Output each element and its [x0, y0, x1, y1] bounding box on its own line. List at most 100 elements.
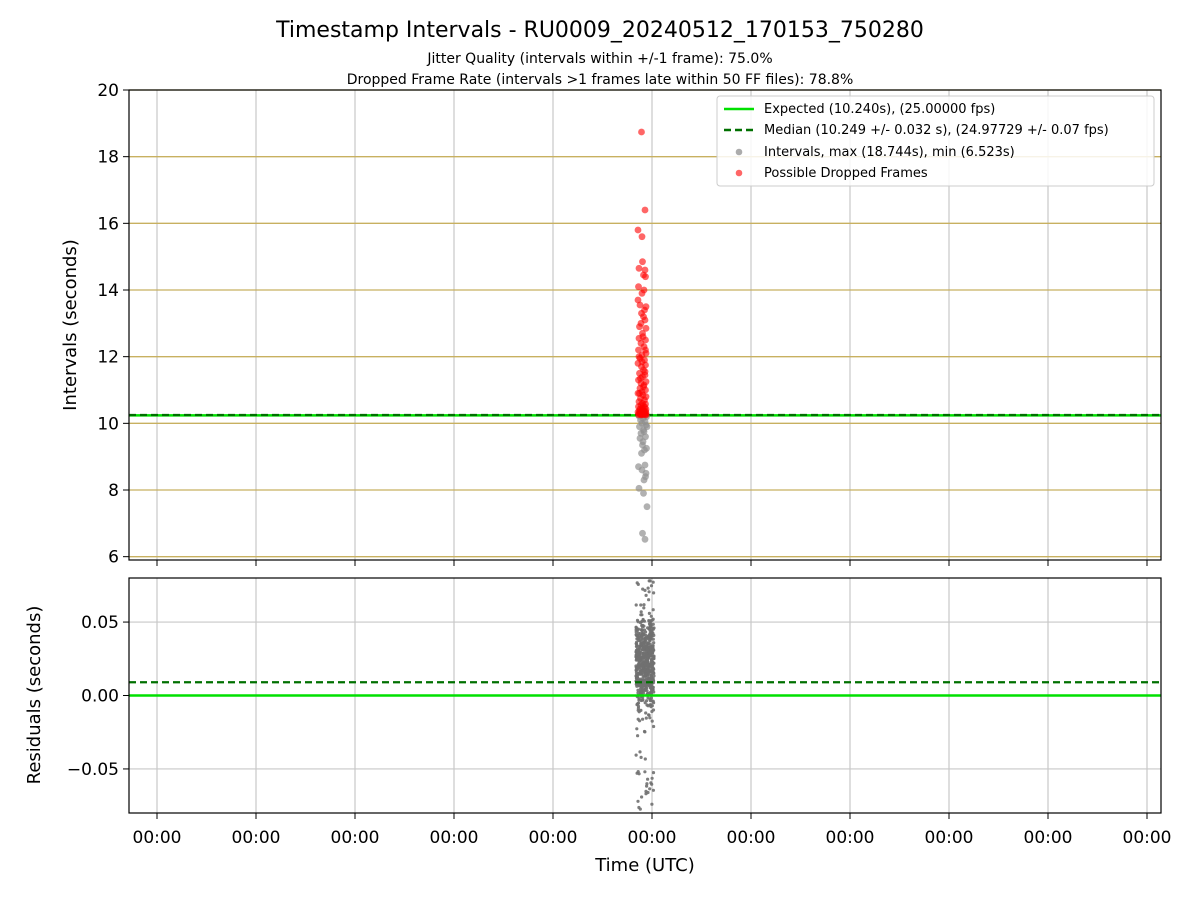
- residual-point-269: [642, 606, 646, 610]
- dropped-point-8: [642, 273, 649, 281]
- residual-point-601: [644, 789, 648, 794]
- residual-point-492: [646, 641, 651, 645]
- intervals-y-tick-label-0: 6: [108, 548, 119, 568]
- intervals-y-tick-label-7: 20: [97, 81, 119, 101]
- residual-point-592: [651, 788, 656, 792]
- legend-box: [716, 95, 1155, 187]
- residual-point-594: [639, 613, 643, 617]
- residual-point-577: [636, 620, 640, 624]
- residual-point-522: [642, 678, 646, 682]
- residual-point-196: [644, 716, 648, 720]
- residual-point-523: [651, 646, 655, 650]
- residual-point-532: [646, 636, 650, 640]
- residual-point-511: [645, 644, 649, 648]
- x-tick-label-8: 00:00: [925, 828, 974, 848]
- residual-point-612: [644, 792, 648, 796]
- residual-point-642: [649, 624, 653, 628]
- residuals-y-tick-label-2: 0.05: [81, 613, 119, 633]
- residual-point-599: [651, 771, 656, 775]
- dropped-point-0: [638, 128, 645, 136]
- residual-point-581: [649, 584, 654, 588]
- residual-point-538: [652, 690, 656, 694]
- residual-point-468: [650, 699, 654, 703]
- dropped-point-89: [641, 306, 648, 314]
- legend-dropped-label: Possible Dropped Frames: [764, 166, 928, 181]
- dropped-point-88: [637, 319, 645, 327]
- residual-point-101: [651, 637, 655, 641]
- dropped-point-9: [635, 283, 642, 291]
- residuals-panel: −0.05 0.00 0.05 00:00 00:00 00:00 00:00 00:00 00…: [67, 577, 1172, 848]
- residual-point-290: [634, 625, 638, 629]
- residual-point-591: [650, 776, 654, 780]
- residual-point-289: [645, 689, 649, 693]
- residual-point-253: [641, 696, 645, 700]
- x-tick-label-5: 00:00: [628, 828, 677, 848]
- residual-point-629: [640, 690, 644, 694]
- residual-point-569: [635, 652, 639, 656]
- dropped-point-19: [642, 324, 650, 332]
- x-tick-label-6: 00:00: [727, 828, 776, 848]
- residual-point-605: [647, 598, 651, 602]
- residual-point-645: [638, 750, 642, 754]
- dropped-point-2: [634, 226, 642, 234]
- dropped-point-5: [635, 264, 643, 272]
- residual-point-598: [647, 590, 651, 594]
- x-tick-label-4: 00:00: [529, 828, 578, 848]
- residual-point-493: [640, 647, 645, 652]
- residual-point-449: [648, 628, 652, 632]
- residual-point-327: [647, 611, 652, 616]
- dropped-point-3: [638, 233, 646, 241]
- intervals-panel: 6 8 10 12 14 16 18 20: [97, 81, 1162, 568]
- interval-point-9: [640, 476, 648, 484]
- residual-point-558: [643, 662, 647, 666]
- residual-point-555: [642, 654, 646, 658]
- residual-point-148: [634, 603, 638, 607]
- residual-point-514: [652, 633, 656, 638]
- residual-point-507: [649, 635, 653, 639]
- dropped-point-79: [642, 411, 650, 419]
- residual-point-619: [641, 617, 645, 622]
- dropped-point-80: [636, 389, 643, 397]
- residual-point-247: [644, 640, 648, 644]
- residual-point-649: [650, 662, 654, 666]
- residual-point-616: [650, 685, 655, 689]
- residual-point-573: [641, 660, 645, 664]
- legend: Expected (10.240s), (25.00000 fps) Media…: [716, 95, 1155, 187]
- residual-point-608: [643, 770, 647, 774]
- residual-point-530: [648, 621, 652, 625]
- x-tick-label-9: 00:00: [1024, 828, 1073, 848]
- residual-point-572: [646, 586, 650, 590]
- residuals-y-tick-label-1: 0.00: [81, 687, 119, 707]
- residual-point-350: [647, 645, 652, 649]
- dropped-point-82: [637, 374, 644, 382]
- residual-point-505: [635, 640, 639, 644]
- residual-point-563: [648, 716, 652, 720]
- dropped-point-85: [635, 353, 643, 361]
- residual-point-460: [642, 628, 647, 632]
- residual-point-499: [637, 684, 641, 688]
- legend-expected-label: Expected (10.240s), (25.00000 fps): [764, 102, 995, 117]
- residual-point-597: [650, 782, 654, 786]
- residual-point-647: [637, 652, 642, 656]
- residual-point-588: [652, 724, 656, 729]
- residual-point-559: [634, 676, 639, 680]
- residual-point-341: [641, 625, 645, 629]
- dropped-point-84: [638, 358, 646, 366]
- interval-point-6: [641, 461, 649, 469]
- residual-point-570: [651, 670, 656, 675]
- chart-subtitle-jitter: Jitter Quality (intervals within +/-1 fr…: [426, 51, 772, 67]
- interval-point-3: [640, 489, 647, 497]
- dropped-point-87: [639, 333, 647, 341]
- residual-point-586: [639, 708, 643, 713]
- residual-point-603: [648, 630, 652, 634]
- residual-point-551: [648, 650, 652, 654]
- residual-point-628: [652, 641, 656, 645]
- residual-point-648: [647, 662, 651, 666]
- residual-point-122: [636, 691, 640, 695]
- residual-point-643: [640, 795, 644, 799]
- legend-intervals-swatch: [735, 148, 743, 156]
- legend-dropped-swatch: [735, 169, 743, 177]
- residual-point-615: [636, 582, 640, 587]
- residual-point-568: [639, 755, 643, 760]
- intervals-y-tick-label-2: 10: [97, 414, 119, 434]
